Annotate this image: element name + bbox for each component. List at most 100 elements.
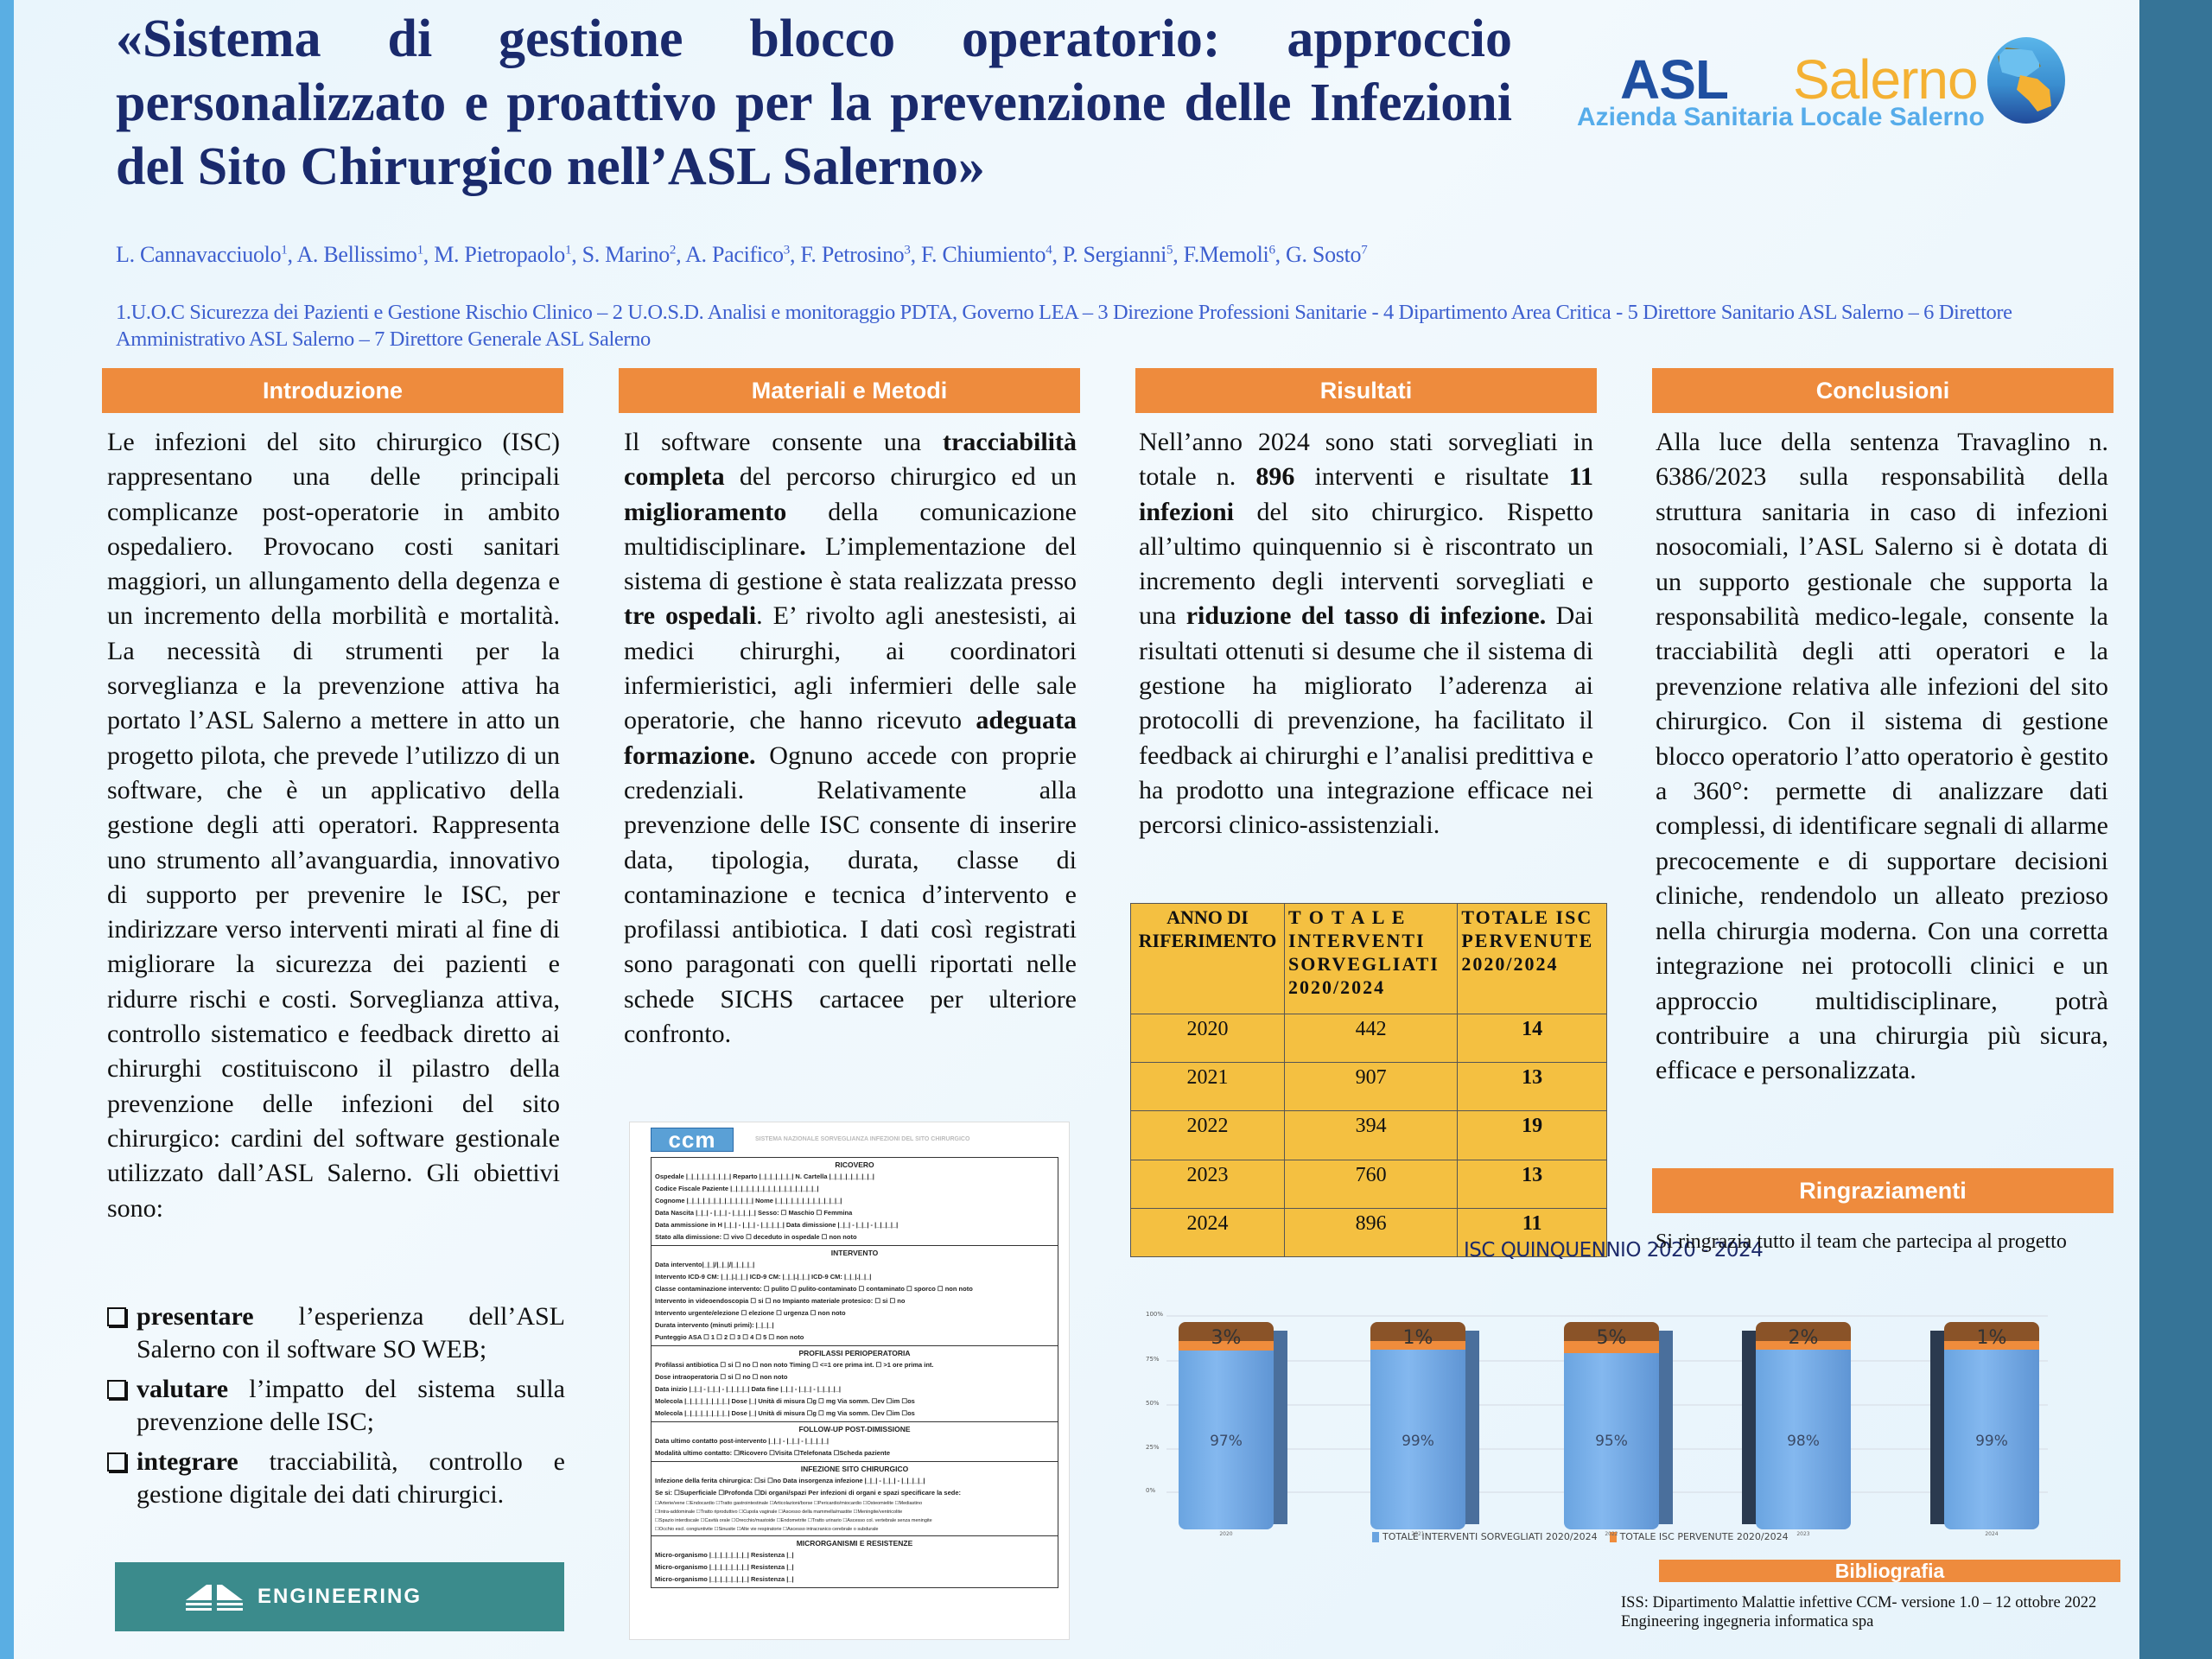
risultati-body: Nell’anno 2024 sono stati sorvegliati in… <box>1139 428 1594 840</box>
cell-interventi: 760 <box>1283 1159 1459 1209</box>
author: F. Chiumiento4 <box>920 242 1052 267</box>
legend-item: TOTALE ISC PERVENUTE 2020/2024 <box>1609 1531 1789 1542</box>
isc-percent-label: 1% <box>1976 1327 2007 1349</box>
engineering-logo: ENGINEERING <box>115 1562 564 1631</box>
col-header-isc: TOTALE ISC PERVENUTE 2020/2024 <box>1457 903 1607 1014</box>
interventi-percent-label: 97% <box>1210 1433 1243 1450</box>
ringraziamenti-body: Si ringrazia tutto il team che partecipa… <box>1656 1230 2067 1253</box>
affiliations: 1.U.O.C Sicurezza dei Pazienti e Gestion… <box>116 301 2012 351</box>
x-axis-label: 2022 <box>1605 1531 1618 1537</box>
isc-percent-label: 1% <box>1402 1327 1433 1349</box>
engineering-logo-text: ENGINEERING <box>257 1585 423 1608</box>
legend-swatch-icon <box>1372 1532 1379 1542</box>
y-axis-tick: 100% <box>1146 1311 1164 1318</box>
section-header-ringraziamenti: Ringraziamenti <box>1652 1168 2113 1213</box>
author: G. Sosto7 <box>1286 242 1368 267</box>
bibliografia-item: ISS: Dipartimento Malattie infettive CCM… <box>1621 1594 2097 1611</box>
chart-bar-2021: 1% 99% 2021 <box>1370 1322 1479 1537</box>
section-header-risultati: Risultati <box>1135 368 1597 413</box>
author: A. Bellissimo1 <box>296 242 423 267</box>
form-block: INFEZIONE SITO CHIRURGICO Infezione della… <box>652 1462 1058 1536</box>
author: A. Pacifico3 <box>685 242 790 267</box>
cell-year: 2022 <box>1130 1110 1285 1160</box>
cell-interventi: 907 <box>1283 1062 1459 1112</box>
y-axis-tick: 75% <box>1146 1356 1160 1363</box>
cell-year: 2020 <box>1130 1013 1285 1064</box>
right-border-strip <box>2139 0 2212 1659</box>
author: F. Petrosino3 <box>800 242 911 267</box>
x-axis-label: 2023 <box>1796 1531 1810 1537</box>
x-axis-label: 2020 <box>1219 1531 1233 1537</box>
interventi-percent-label: 98% <box>1787 1433 1820 1450</box>
isc-percent-label: 5% <box>1596 1327 1627 1349</box>
chart-title: ISC QUINQUENNIO 2020 - 2024 <box>1464 1239 1764 1262</box>
cell-isc: 14 <box>1457 1013 1607 1064</box>
objective-item: presentare l’esperienza dell’ASL Salerno… <box>107 1300 565 1366</box>
col-header-interventi: T O T A L E INTERVENTI SORVEGLIATI 2020/… <box>1283 903 1459 1014</box>
isc-percent-label: 2% <box>1788 1327 1819 1349</box>
y-axis-tick: 0% <box>1146 1487 1156 1494</box>
form-sheet: RICOVERO Ospedale |_|_|_|_|_|_|_|_| Repar… <box>651 1157 1058 1588</box>
bibliografia-item: Engineering ingegneria informatica spa <box>1621 1613 1874 1630</box>
chart-bar-2020: 3% 97% 2020 <box>1179 1322 1287 1537</box>
author: F.Memoli6 <box>1183 242 1275 267</box>
section-header-bibliografia: Bibliografia <box>1659 1560 2120 1582</box>
cell-isc: 13 <box>1457 1159 1607 1209</box>
author: M. Pietropaolo1 <box>434 242 572 267</box>
x-axis-label: 2024 <box>1985 1531 1999 1537</box>
conclusioni-body: Alla luce della sentenza Travaglino n. 6… <box>1656 428 2108 1085</box>
cell-interventi: 442 <box>1283 1013 1459 1064</box>
interventi-percent-label: 99% <box>1975 1433 2008 1450</box>
results-table-header: ANNO DI RIFERIMENTO T O T A L E INTERVEN… <box>1130 903 1607 1014</box>
y-axis-tick: 50% <box>1146 1400 1160 1407</box>
checkbox-bullet-icon <box>107 1452 126 1471</box>
section-header-conclusioni: Conclusioni <box>1652 368 2113 413</box>
cell-year: 2024 <box>1130 1207 1285 1258</box>
legend-item: TOTALE INTERVENTI SORVEGLIATI 2020/2024 <box>1372 1531 1598 1542</box>
isc-percent-label: 3% <box>1211 1327 1242 1349</box>
logo-salerno-text: Salerno <box>1793 48 1979 111</box>
table-row: 2024 896 11 <box>1130 1207 1607 1258</box>
chart-bar-2023: 2% 98% 2023 <box>1742 1322 1851 1537</box>
col-header-anno: ANNO DI RIFERIMENTO <box>1130 903 1285 1014</box>
materiali-metodi-body: Il software consente una tracciabilità c… <box>624 428 1077 1049</box>
legend-swatch-icon <box>1609 1532 1617 1542</box>
logo-subtitle: Azienda Sanitaria Locale Salerno <box>1577 103 1985 131</box>
asl-salerno-logo: ASL Salerno Azienda Sanitaria Locale Sal… <box>1577 37 2139 143</box>
objective-item: valutare l’impatto del sistema sulla pre… <box>107 1373 565 1439</box>
left-border-strip <box>0 0 14 1659</box>
campania-map-icon <box>1987 37 2065 124</box>
interventi-percent-label: 99% <box>1402 1433 1434 1450</box>
engineering-mark-icon <box>186 1585 243 1611</box>
authors-line: L. Cannavacciuolo1, A. Bellissimo1, M. P… <box>116 242 1368 267</box>
y-axis-tick: 25% <box>1146 1444 1160 1451</box>
objective-item: integrare tracciabilità, controllo e ges… <box>107 1446 565 1511</box>
x-axis-label: 2021 <box>1411 1531 1425 1537</box>
objectives-list: presentare l’esperienza dell’ASL Salerno… <box>107 1300 565 1518</box>
cell-interventi: 394 <box>1283 1110 1459 1160</box>
results-table: ANNO DI RIFERIMENTO T O T A L E INTERVEN… <box>1130 903 1607 1258</box>
introduzione-body: Le infezioni del sito chirurgico (ISC) r… <box>107 428 560 1223</box>
table-row: 2020 442 14 <box>1130 1013 1607 1064</box>
form-block: PROFILASSI PERIOPERATORIA Profilassi anti… <box>652 1346 1058 1422</box>
author: P. Sergianni5 <box>1062 242 1173 267</box>
cell-isc: 19 <box>1457 1110 1607 1160</box>
cell-year: 2021 <box>1130 1062 1285 1112</box>
poster-title: «Sistema di gestione blocco operatorio: … <box>116 10 1512 196</box>
author: S. Marino2 <box>582 242 677 267</box>
gridline <box>1166 1315 2048 1317</box>
table-row: 2023 760 13 <box>1130 1159 1607 1209</box>
checkbox-bullet-icon <box>107 1380 126 1399</box>
author: L. Cannavacciuolo1 <box>116 242 288 267</box>
cell-year: 2023 <box>1130 1159 1285 1209</box>
bibliografia-list: ISS: Dipartimento Malattie infettive CCM… <box>1621 1593 2096 1631</box>
table-row: 2022 394 19 <box>1130 1110 1607 1160</box>
interventi-percent-label: 95% <box>1595 1433 1628 1450</box>
form-system-title: SISTEMA NAZIONALE SORVEGLIANZA INFEZIONI… <box>755 1136 970 1142</box>
cell-isc: 11 <box>1457 1207 1607 1258</box>
cell-interventi: 896 <box>1283 1207 1459 1258</box>
checkbox-bullet-icon <box>107 1307 126 1326</box>
logo-asl-text: ASL <box>1620 48 1729 111</box>
table-row: 2021 907 13 <box>1130 1062 1607 1112</box>
chart-bar-2022: 5% 95% 2022 <box>1564 1322 1673 1537</box>
